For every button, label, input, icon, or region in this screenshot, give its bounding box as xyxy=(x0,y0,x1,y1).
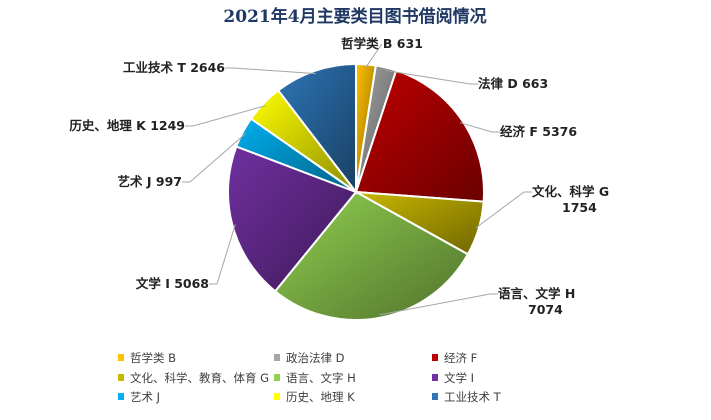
legend-item: 政治法律 D xyxy=(274,351,345,365)
legend-label: 哲学类 B xyxy=(130,351,176,365)
legend-item: 哲学类 B xyxy=(118,351,176,365)
legend-label: 政治法律 D xyxy=(286,351,345,365)
pie-slice xyxy=(227,145,358,293)
legend-label: 工业技术 T xyxy=(444,390,502,404)
legend-label: 经济 F xyxy=(444,351,477,365)
legend-item: 工业技术 T xyxy=(432,390,502,404)
legend-swatch xyxy=(274,354,280,361)
legend: 哲学类 B 政治法律 D 经济 F 文化、科学、教育、体育 G 语言、文字 H 文学 I 艺… xyxy=(118,351,502,404)
data-label: 经济 F 5376 xyxy=(500,124,577,139)
legend-swatch xyxy=(118,393,124,400)
legend-item: 经济 F xyxy=(432,351,477,365)
data-label: 历史、地理 K 1249 xyxy=(69,118,185,133)
data-label: 文学 I 5068 xyxy=(136,276,209,291)
legend-item: 文化、科学、教育、体育 G xyxy=(118,371,269,385)
leader-line xyxy=(182,133,246,183)
legend-label: 艺术 J xyxy=(130,390,160,404)
legend-swatch xyxy=(118,354,124,361)
legend-item: 艺术 J xyxy=(118,390,160,404)
legend-label: 文学 I xyxy=(444,371,474,385)
data-label: 语言、文学 H 7074 xyxy=(498,286,575,317)
legend-label: 历史、地理 K xyxy=(286,390,355,404)
legend-item: 历史、地理 K xyxy=(274,390,355,404)
data-label: 艺术 J 997 xyxy=(118,174,182,189)
chart-title: 2021年4月主要类目图书借阅情况 xyxy=(223,6,486,27)
legend-label: 文化、科学、教育、体育 G xyxy=(130,371,269,385)
leader-lines xyxy=(182,43,532,316)
data-label: 文化、科学 G 1754 xyxy=(532,184,609,215)
legend-swatch xyxy=(274,374,280,381)
legend-swatch xyxy=(118,374,124,381)
leader-line xyxy=(379,293,498,316)
pie-slice xyxy=(273,190,470,321)
leader-line xyxy=(475,191,532,229)
data-label: 工业技术 T 2646 xyxy=(123,60,225,75)
leader-line xyxy=(385,70,478,85)
pie-slice xyxy=(276,62,357,195)
leader-line xyxy=(459,122,500,133)
data-labels: 哲学类 B 631 法律 D 663 经济 F 5376 文化、科学 G 1754 语言、… xyxy=(69,36,609,317)
legend-item: 语言、文字 H xyxy=(274,371,356,385)
pie-slices xyxy=(227,62,486,321)
leader-line xyxy=(365,43,383,68)
pie-slice xyxy=(354,69,486,203)
leader-line xyxy=(209,224,236,285)
legend-item: 文学 I xyxy=(432,371,474,385)
data-label: 法律 D 663 xyxy=(478,76,548,91)
legend-swatch xyxy=(432,374,438,381)
leader-line xyxy=(185,105,266,127)
data-label: 哲学类 B 631 xyxy=(341,36,423,51)
legend-label: 语言、文字 H xyxy=(286,371,356,385)
legend-swatch xyxy=(432,354,438,361)
leader-line xyxy=(225,67,316,75)
legend-swatch xyxy=(274,393,280,400)
legend-swatch xyxy=(432,393,438,400)
